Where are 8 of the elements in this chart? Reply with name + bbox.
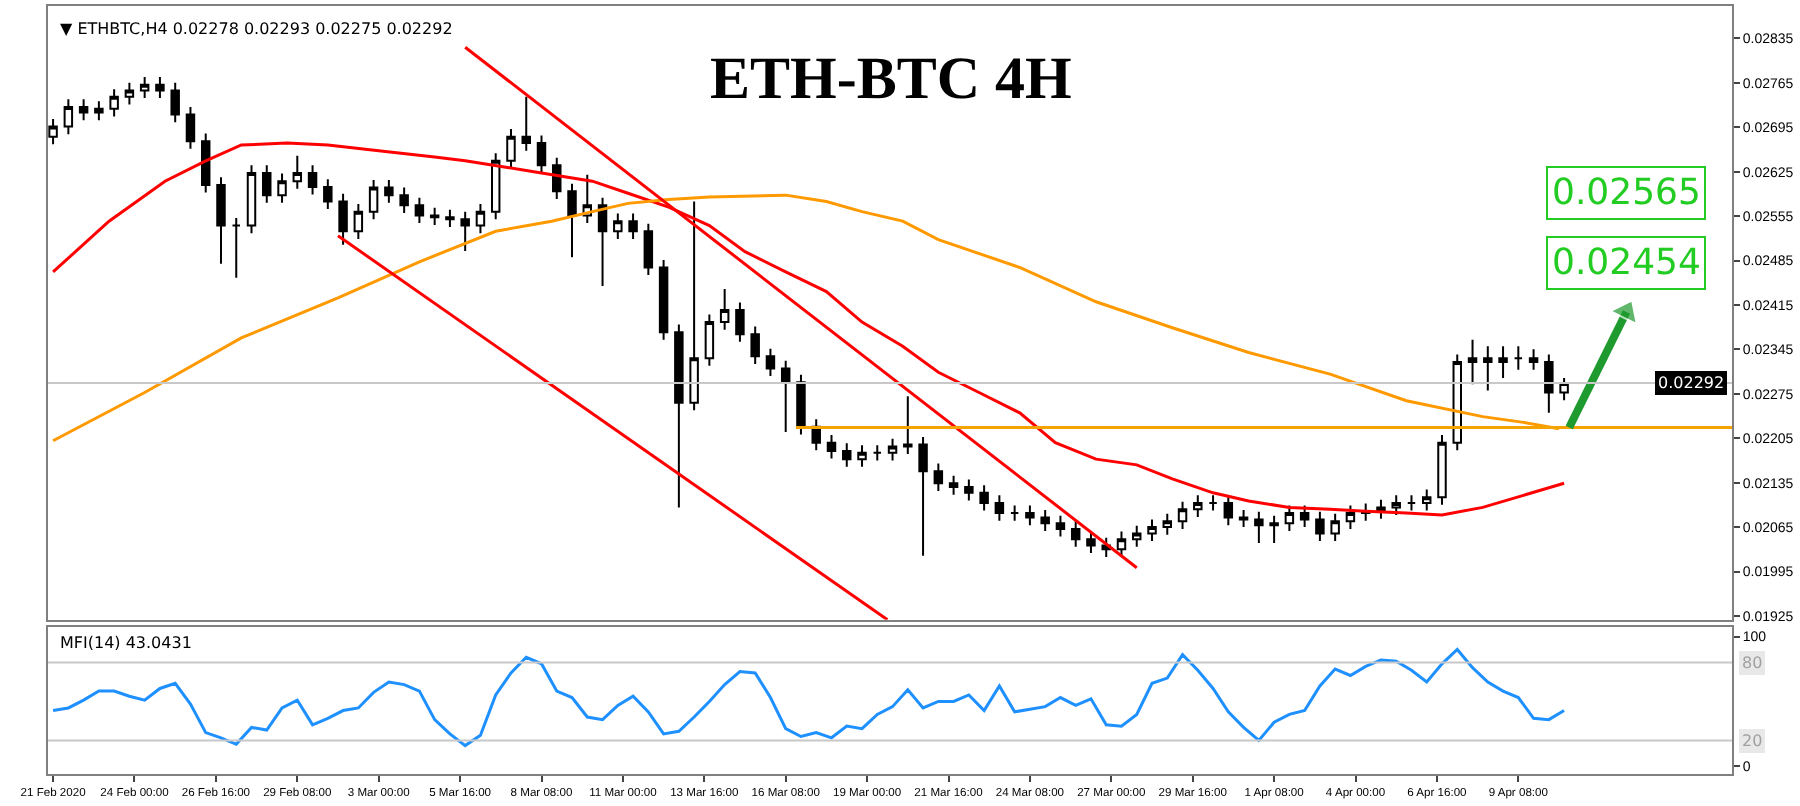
annotation: 0.02565: [1552, 172, 1701, 214]
ref-line-label: 0.02292: [1658, 374, 1725, 392]
text: ETH-BTC 4H: [710, 46, 1072, 112]
annotation: ▼ ETHBTC,H4 0.02278 0.02293 0.02275 0.02292: [60, 20, 453, 38]
annotation: MFI(14) 43.0431: [60, 634, 192, 652]
ref-line-label: 80: [1742, 654, 1763, 672]
annotation: 0.02454: [1552, 242, 1701, 284]
ref-line-label: 20: [1742, 732, 1763, 750]
